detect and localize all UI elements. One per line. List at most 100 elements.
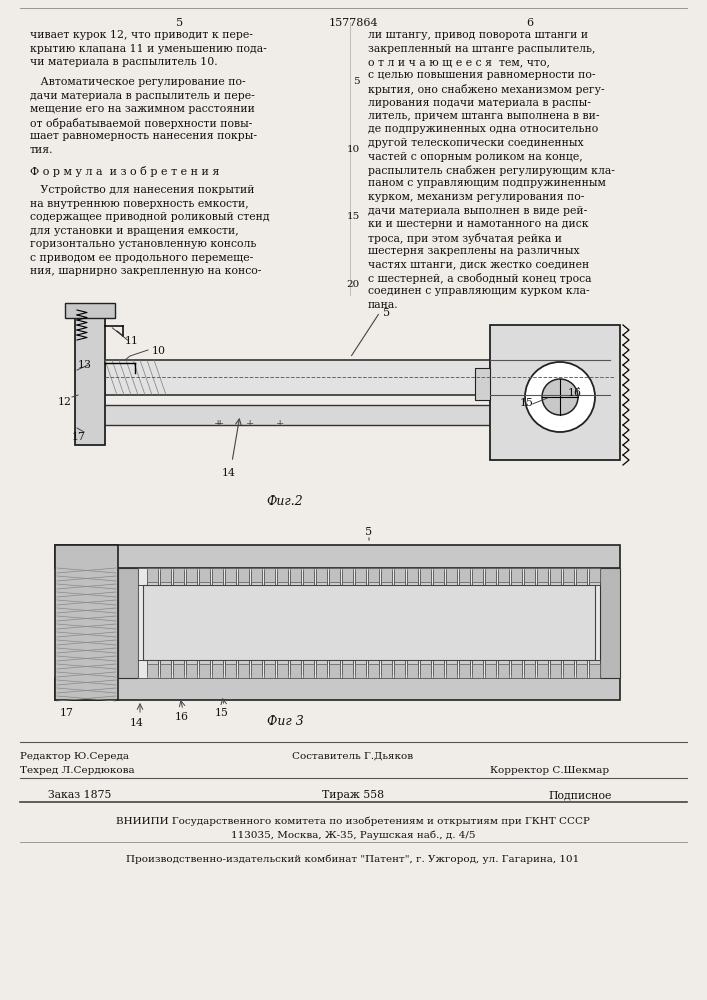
Text: 14: 14 [222, 468, 236, 478]
Bar [147, 660, 158, 674]
Bar [290, 568, 301, 582]
Bar [433, 660, 444, 674]
Text: паном с управляющим подпружиненным: паном с управляющим подпружиненным [368, 178, 606, 188]
Bar [576, 568, 587, 582]
Text: мещение его на зажимном расстоянии: мещение его на зажимном расстоянии [30, 104, 255, 114]
Bar [537, 664, 548, 678]
Bar [420, 568, 431, 582]
Bar [381, 660, 392, 674]
Bar [433, 664, 444, 678]
Text: 16: 16 [175, 712, 189, 722]
Bar [524, 571, 535, 585]
Text: ли штангу, привод поворота штанги и: ли штангу, привод поворота штанги и [368, 30, 588, 40]
Text: литель, причем штанга выполнена в ви-: литель, причем штанга выполнена в ви- [368, 111, 600, 121]
Bar [342, 571, 353, 585]
Text: частях штанги, диск жестко соединен: частях штанги, диск жестко соединен [368, 259, 589, 269]
Bar [490, 325, 620, 460]
Bar [485, 664, 496, 678]
Bar [160, 660, 171, 674]
Bar [75, 308, 105, 445]
Text: +: + [216, 419, 224, 428]
Bar [147, 571, 158, 585]
Bar [100, 405, 615, 425]
Bar [303, 568, 314, 582]
Bar [446, 660, 457, 674]
Text: от обрабатываемой поверхности повы-: от обрабатываемой поверхности повы- [30, 118, 252, 129]
Bar [329, 568, 340, 582]
Bar [524, 568, 535, 582]
Bar [537, 568, 548, 582]
Text: де подпружиненных одна относительно: де подпружиненных одна относительно [368, 124, 598, 134]
Bar [511, 568, 522, 582]
Bar [251, 664, 262, 678]
Text: 1577864: 1577864 [328, 18, 378, 28]
Text: 15: 15 [520, 398, 534, 408]
Text: ВНИИПИ Государственного комитета по изобретениям и открытиям при ГКНТ СССР: ВНИИПИ Государственного комитета по изоб… [116, 816, 590, 826]
Text: лирования подачи материала в распы-: лирования подачи материала в распы- [368, 98, 591, 107]
Bar [381, 664, 392, 678]
Text: другой телескопически соединенных: другой телескопически соединенных [368, 138, 583, 148]
Bar [368, 660, 379, 674]
Bar [290, 660, 301, 674]
Bar [420, 664, 431, 678]
Bar [420, 660, 431, 674]
Text: 14: 14 [130, 718, 144, 728]
Text: содержащее приводной роликовый стенд: содержащее приводной роликовый стенд [30, 212, 269, 222]
Bar [498, 660, 509, 674]
Bar [459, 664, 470, 678]
Bar [472, 571, 483, 585]
Bar [342, 568, 353, 582]
Text: Корректор С.Шекмар: Корректор С.Шекмар [490, 766, 609, 775]
Bar [407, 664, 418, 678]
Text: закрепленный на штанге распылитель,: закрепленный на штанге распылитель, [368, 43, 595, 53]
Text: ки и шестерни и намотанного на диск: ки и шестерни и намотанного на диск [368, 219, 589, 229]
Bar [55, 545, 118, 700]
Bar [524, 660, 535, 674]
Text: 5: 5 [383, 308, 390, 318]
Bar [147, 568, 158, 582]
Text: пана.: пана. [368, 300, 399, 310]
Bar [251, 660, 262, 674]
Bar [381, 571, 392, 585]
Text: 12: 12 [58, 397, 72, 407]
Bar [290, 664, 301, 678]
Bar [511, 571, 522, 585]
Bar [433, 568, 444, 582]
Text: Составитель Г.Дьяков: Составитель Г.Дьяков [293, 752, 414, 761]
Bar [472, 664, 483, 678]
Bar [225, 660, 236, 674]
Text: дачи материала выполнен в виде рей-: дачи материала выполнен в виде рей- [368, 206, 588, 216]
Bar [550, 664, 561, 678]
Text: крытию клапана 11 и уменьшению пода-: крытию клапана 11 и уменьшению пода- [30, 43, 267, 53]
Text: 11: 11 [125, 336, 139, 346]
Text: Фиг.2: Фиг.2 [267, 495, 303, 508]
Text: соединен с управляющим курком кла-: соединен с управляющим курком кла- [368, 286, 590, 296]
Text: +: + [214, 419, 222, 428]
Bar [407, 660, 418, 674]
Bar [238, 571, 249, 585]
Bar [316, 571, 327, 585]
Text: курком, механизм регулирования по-: курком, механизм регулирования по- [368, 192, 585, 202]
Bar [475, 368, 490, 400]
Bar [446, 571, 457, 585]
Bar [563, 568, 574, 582]
Text: 13: 13 [78, 360, 92, 370]
Bar [524, 664, 535, 678]
Bar [199, 568, 210, 582]
Text: дачи материала в распылитель и пере-: дачи материала в распылитель и пере- [30, 91, 255, 101]
Bar [563, 571, 574, 585]
Bar [563, 664, 574, 678]
Bar [485, 568, 496, 582]
Bar [173, 660, 184, 674]
Text: крытия, оно снабжено механизмом регу-: крытия, оно снабжено механизмом регу- [368, 84, 604, 95]
Bar [105, 360, 490, 395]
Bar [173, 568, 184, 582]
Bar [600, 568, 620, 678]
Bar [186, 568, 197, 582]
Text: 5: 5 [354, 77, 360, 86]
Bar [368, 664, 379, 678]
Text: Фиг 3: Фиг 3 [267, 715, 303, 728]
Bar [550, 660, 561, 674]
Text: Подписное: Подписное [549, 790, 612, 800]
Bar [459, 568, 470, 582]
